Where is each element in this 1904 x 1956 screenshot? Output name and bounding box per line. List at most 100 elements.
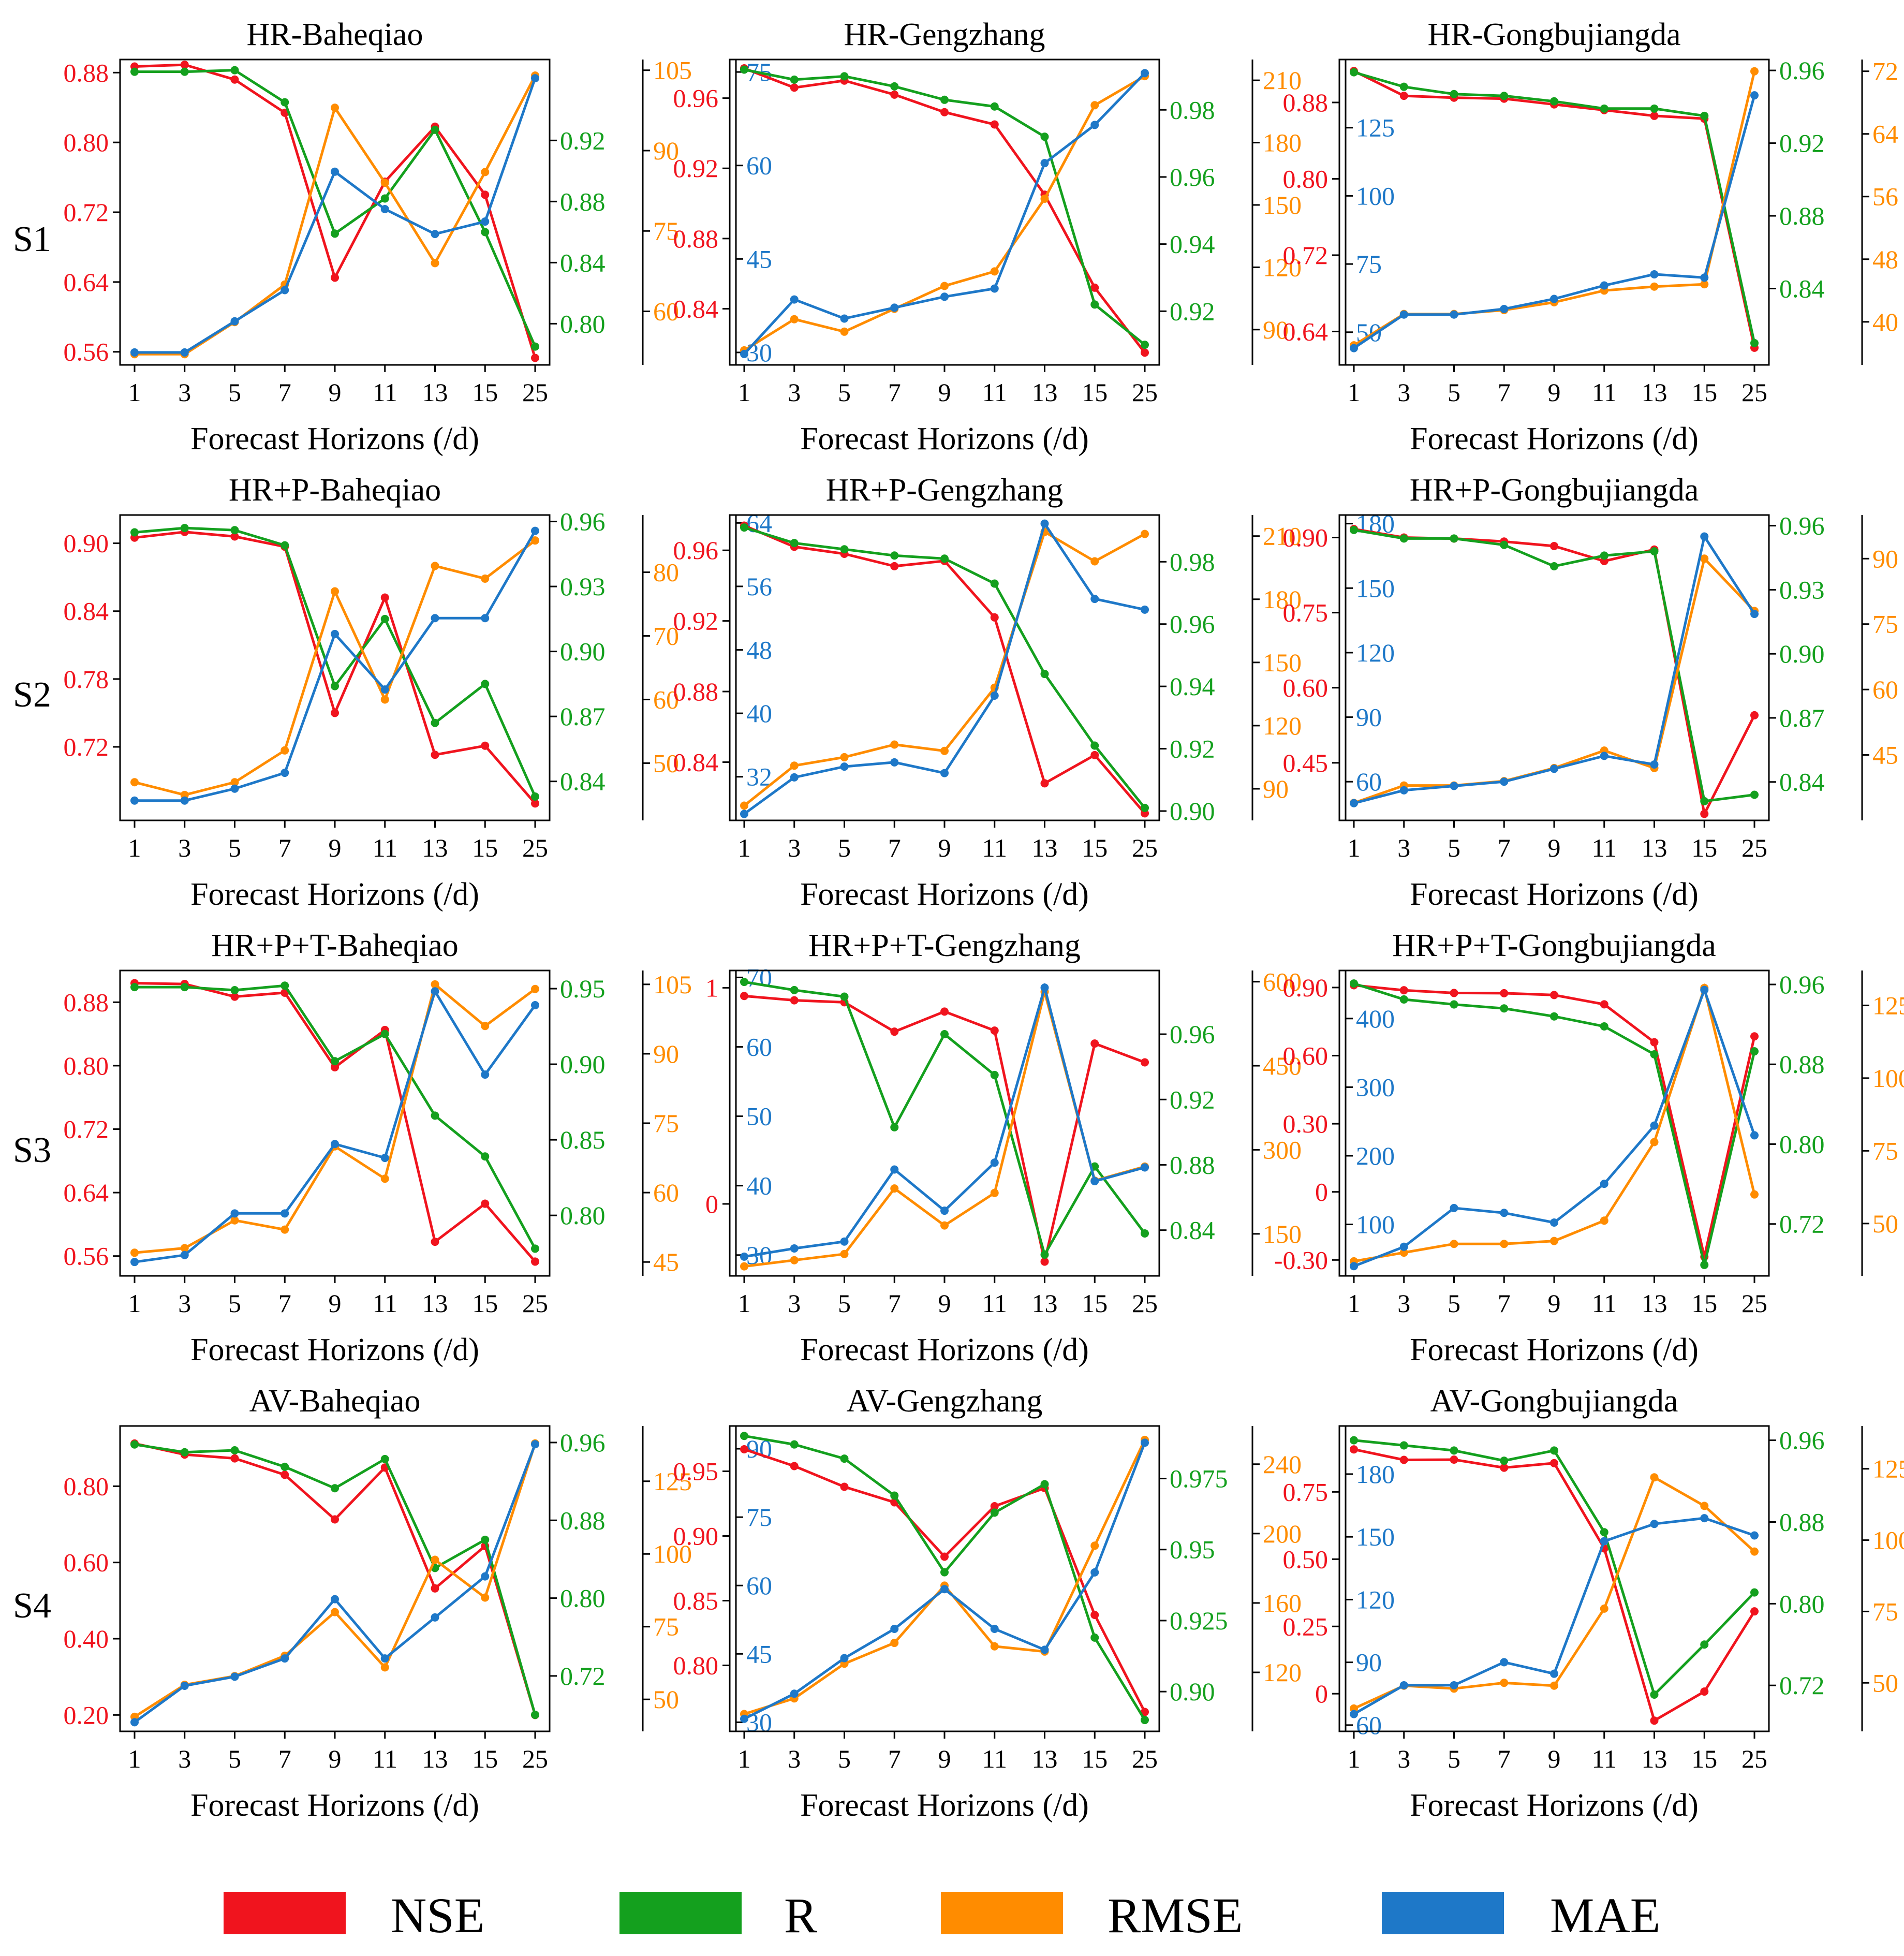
x-axis-label: Forecast Horizons (/d) <box>800 877 1089 912</box>
x-tick-label: 11 <box>1592 1744 1617 1773</box>
rmse-tick-label: 50 <box>653 1685 679 1714</box>
x-tick-label: 5 <box>1448 833 1460 862</box>
data-point-rmse <box>1500 1240 1509 1248</box>
row-label-s2: S2 <box>13 675 51 715</box>
nse-tick-label: 0.72 <box>64 732 109 761</box>
data-point-mae <box>1350 344 1358 352</box>
r-tick-label: 0.80 <box>560 309 606 338</box>
x-tick-label: 15 <box>1082 1744 1108 1773</box>
data-point-r <box>180 524 189 533</box>
nse-tick-label: 0.72 <box>1283 241 1329 270</box>
r-tick-label: 0.94 <box>1170 230 1215 259</box>
data-point-mae <box>380 1654 389 1663</box>
data-point-mae <box>1500 304 1509 313</box>
panel-title: HR-Gongbujiangda <box>1427 17 1680 52</box>
data-point-mae <box>1090 1177 1099 1186</box>
data-point-mae <box>1650 270 1659 278</box>
r-tick-label: 0.96 <box>1779 511 1825 540</box>
data-point-mae <box>1500 1658 1509 1667</box>
data-point-mae <box>1700 1514 1709 1523</box>
rmse-tick-label: 60 <box>1872 675 1898 704</box>
x-tick-label: 5 <box>1448 378 1460 407</box>
rmse-tick-label: 600 <box>1263 967 1302 996</box>
rmse-tick-label: 75 <box>1872 610 1898 639</box>
legend-swatch-mae <box>1382 1892 1504 1934</box>
data-point-r <box>1090 300 1099 309</box>
data-point-r <box>840 1454 849 1463</box>
data-point-rmse <box>431 562 439 570</box>
data-point-mae <box>840 314 849 323</box>
data-point-r <box>481 228 490 237</box>
nse-tick-label: 0.90 <box>673 1522 719 1551</box>
x-tick-label: 25 <box>1741 833 1767 862</box>
x-tick-label: 9 <box>938 378 951 407</box>
rmse-tick-label: 60 <box>653 297 679 326</box>
data-point-rmse <box>281 746 289 755</box>
data-point-mae <box>180 1681 189 1690</box>
rmse-tick-label: 120 <box>1263 1658 1302 1687</box>
data-point-mae <box>230 317 239 326</box>
mae-tick-label: 90 <box>1356 703 1382 732</box>
r-tick-label: 0.80 <box>1779 1589 1825 1618</box>
data-point-r <box>130 528 139 537</box>
x-tick-label: 13 <box>1642 378 1667 407</box>
nse-tick-label: 0.30 <box>1283 1109 1329 1138</box>
x-tick-label: 3 <box>178 1289 191 1318</box>
r-tick-label: 0.96 <box>1170 610 1215 639</box>
data-point-r <box>1450 534 1458 543</box>
data-point-r <box>281 541 289 550</box>
data-point-mae <box>1700 273 1709 282</box>
data-point-r <box>1500 1004 1509 1013</box>
data-point-nse <box>230 532 239 541</box>
data-point-mae <box>1350 1262 1358 1271</box>
data-point-nse <box>1700 810 1709 818</box>
r-tick-label: 0.84 <box>560 767 606 796</box>
x-tick-label: 25 <box>1132 1744 1158 1773</box>
data-point-nse <box>431 1584 439 1593</box>
data-point-mae <box>990 692 999 700</box>
data-point-r <box>940 554 949 563</box>
data-point-mae <box>1040 519 1049 528</box>
r-tick-label: 0.96 <box>1779 56 1825 85</box>
data-point-r <box>281 1462 289 1471</box>
legend-label-mae: MAE <box>1550 1888 1660 1943</box>
x-axis-label: Forecast Horizons (/d) <box>190 877 479 912</box>
data-point-r <box>1750 1588 1759 1597</box>
r-tick-label: 0.87 <box>560 702 606 731</box>
x-tick-label: 9 <box>329 833 342 862</box>
data-point-rmse <box>331 104 339 112</box>
data-point-r <box>790 75 799 84</box>
x-tick-label: 1 <box>128 833 141 862</box>
x-tick-label: 13 <box>1642 833 1667 862</box>
data-point-r <box>990 1508 999 1517</box>
data-point-rmse <box>481 574 490 583</box>
data-point-r <box>180 67 189 76</box>
r-tick-label: 0.80 <box>560 1584 606 1613</box>
data-point-mae <box>890 1624 899 1633</box>
data-point-rmse <box>840 753 849 761</box>
data-point-r <box>940 1568 949 1577</box>
rmse-tick-label: 60 <box>653 685 679 714</box>
data-point-nse <box>740 1445 748 1453</box>
r-tick-label: 0.93 <box>560 572 606 601</box>
rmse-tick-label: 75 <box>1872 1136 1898 1165</box>
data-point-r <box>180 983 189 992</box>
data-point-rmse <box>890 1184 899 1193</box>
x-tick-label: 7 <box>278 378 291 407</box>
data-point-r <box>431 125 439 134</box>
x-tick-label: 3 <box>178 1744 191 1773</box>
rmse-tick-label: 125 <box>1872 1454 1904 1483</box>
data-point-nse <box>1500 989 1509 997</box>
mae-tick-label: 60 <box>1356 767 1382 796</box>
x-tick-label: 15 <box>1082 378 1108 407</box>
data-point-mae <box>1090 121 1099 129</box>
x-tick-label: 3 <box>788 378 801 407</box>
x-tick-label: 3 <box>1397 378 1410 407</box>
data-point-mae <box>1600 1180 1608 1188</box>
data-point-mae <box>331 1140 339 1149</box>
data-point-r <box>281 981 289 990</box>
data-point-mae <box>130 1718 139 1727</box>
data-point-mae <box>380 204 389 213</box>
r-tick-label: 0.88 <box>1779 1507 1825 1536</box>
data-point-r <box>180 1448 189 1457</box>
